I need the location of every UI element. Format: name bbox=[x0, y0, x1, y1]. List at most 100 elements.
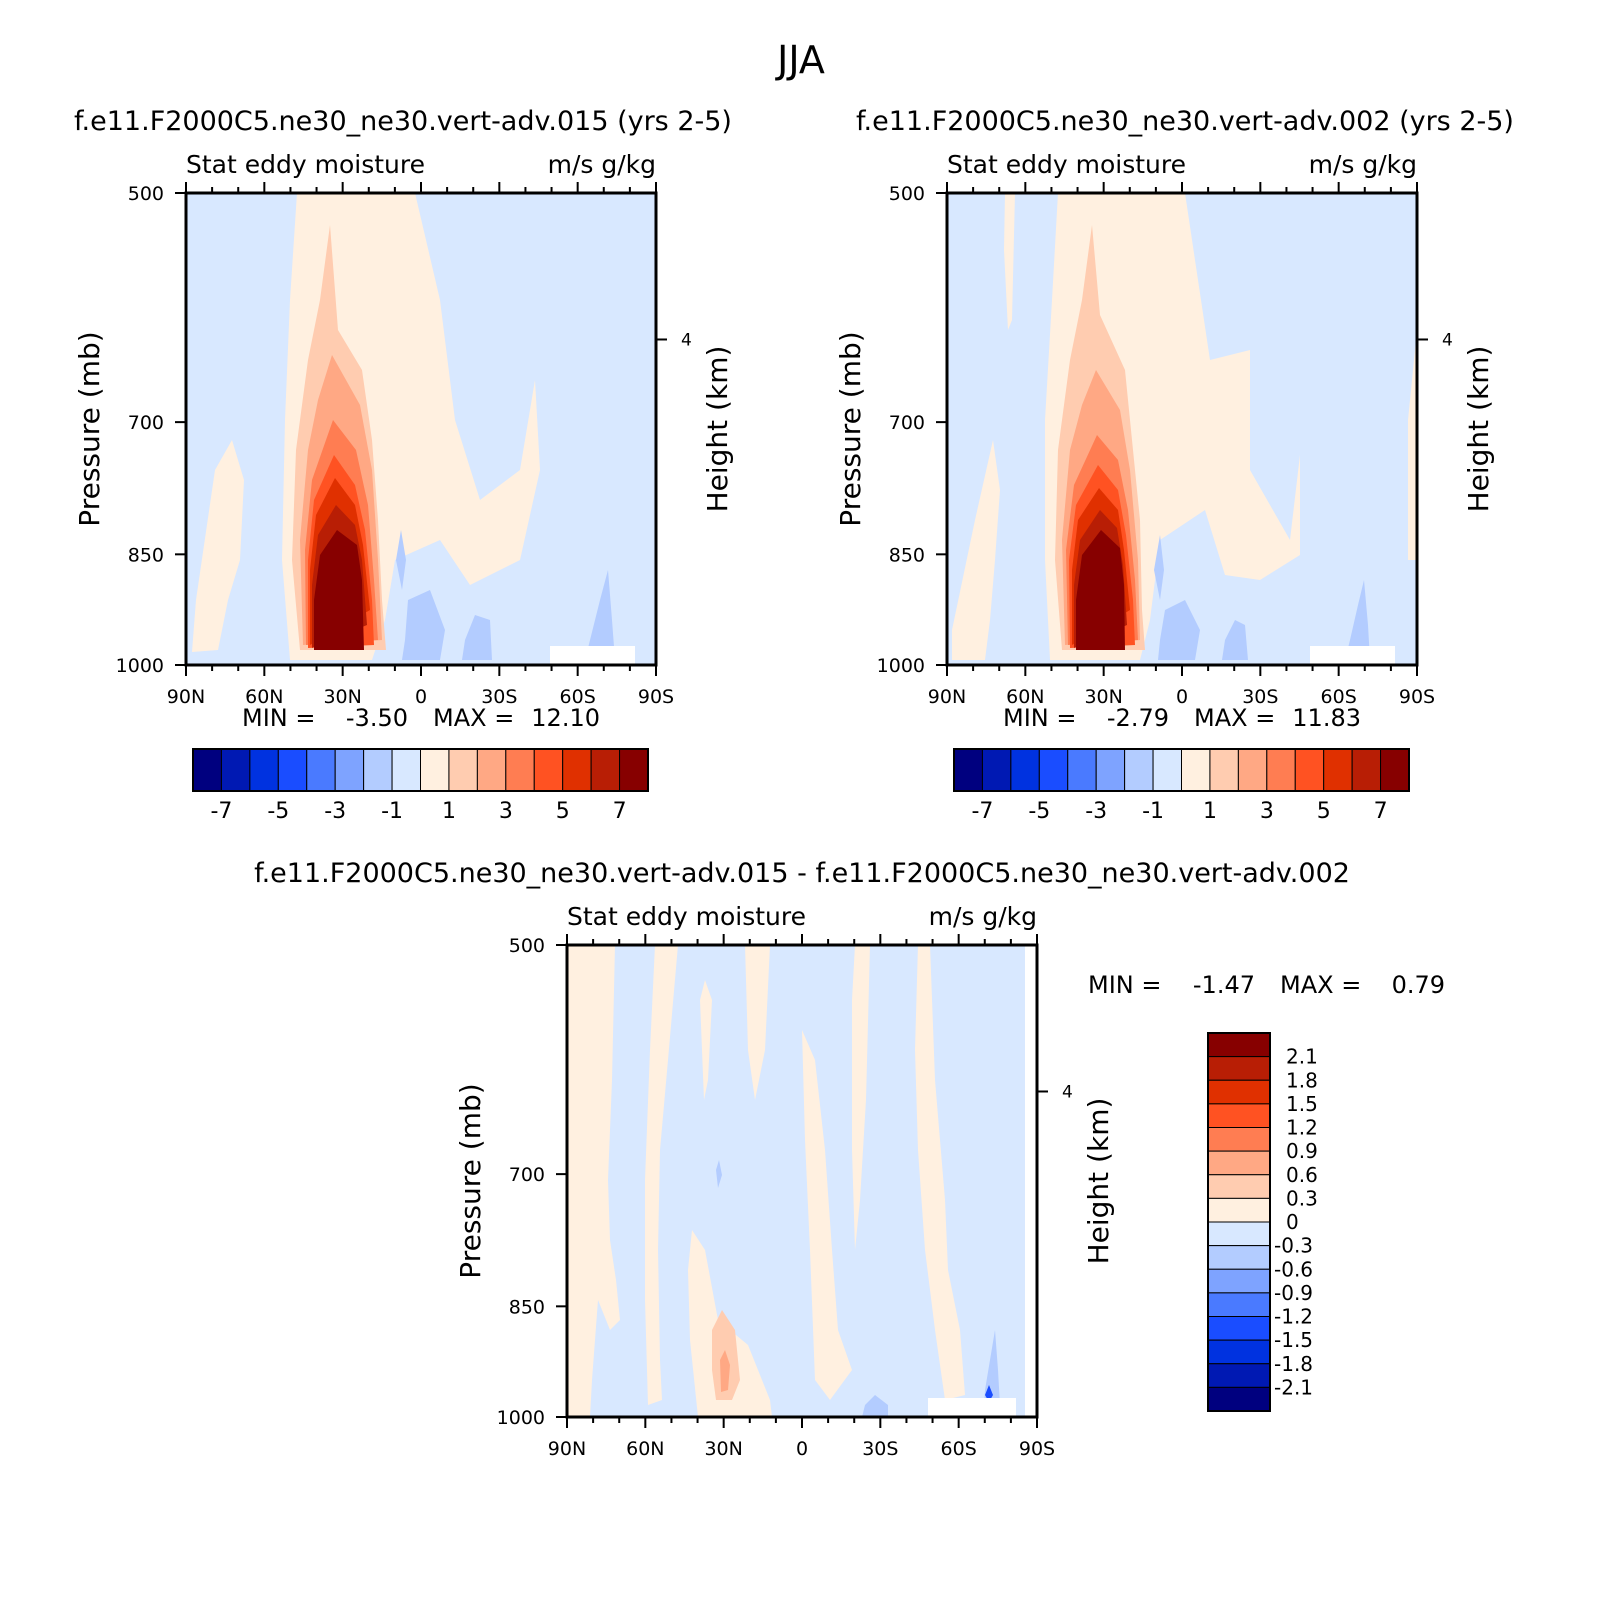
colorbar-box bbox=[1207, 1103, 1271, 1128]
colorbar-label: -0.9 bbox=[1274, 1281, 1313, 1305]
colorbar-box bbox=[1207, 1268, 1271, 1294]
colorbar-frame bbox=[1207, 1032, 1271, 1412]
contour-positive-e bbox=[802, 1030, 852, 1400]
min-label: MIN = bbox=[242, 704, 315, 732]
colorbar-label: 7 bbox=[613, 799, 627, 824]
contour-minus-1c bbox=[1222, 620, 1248, 660]
colorbar-box bbox=[1207, 1221, 1271, 1247]
colorbar-box bbox=[1380, 748, 1410, 792]
colorbar-box bbox=[1266, 748, 1296, 792]
colorbar-label: -5 bbox=[1028, 799, 1050, 824]
contour-minus-0.3-a bbox=[716, 1160, 722, 1188]
y-axis-label: Pressure (mb) bbox=[454, 1083, 487, 1278]
figure-title: JJA bbox=[775, 38, 825, 82]
negative-background bbox=[567, 945, 1037, 1417]
contour-minus-1c bbox=[462, 615, 492, 660]
x-tick-label: 30S bbox=[481, 686, 517, 708]
x-tick-labels: 90N 60N 30N 0 30S 60S 90S bbox=[928, 686, 1435, 708]
panel-subtitle-left: Stat eddy moisture bbox=[186, 150, 425, 179]
colorbar-box bbox=[1351, 748, 1382, 792]
y-tick-labels: 500 700 850 1000 bbox=[116, 183, 164, 677]
contour-positive-sliver-b bbox=[952, 440, 1000, 660]
x-tick-label: 60S bbox=[1321, 686, 1357, 708]
y-tick-label: 850 bbox=[128, 544, 164, 566]
contour-7-max bbox=[1076, 530, 1125, 650]
colorbar-box bbox=[1010, 748, 1040, 792]
y-tick-label: 700 bbox=[128, 412, 164, 434]
colorbar-label: 1 bbox=[442, 799, 456, 824]
contour-0.6 bbox=[720, 1350, 730, 1392]
colorbar-box bbox=[1207, 1292, 1271, 1317]
y-axis-label-right: Height (km) bbox=[1462, 346, 1495, 513]
colorbar-box bbox=[1207, 1316, 1271, 1341]
colorbar-box bbox=[1095, 748, 1126, 792]
colorbar-box bbox=[619, 748, 649, 792]
contour-field bbox=[567, 945, 1037, 1417]
panel-bottom-difference: f.e11.F2000C5.ne30_ne30.vert-adv.015 - f… bbox=[254, 858, 1445, 1460]
y-tick-marks bbox=[175, 192, 186, 666]
y-axis-label: Pressure (mb) bbox=[834, 331, 867, 526]
colorbar-label: -7 bbox=[971, 799, 993, 824]
contour-minus-1d bbox=[1345, 580, 1370, 660]
panel-subtitle-left: Stat eddy moisture bbox=[947, 150, 1186, 179]
y-axis-label: Pressure (mb) bbox=[73, 331, 106, 526]
contour-minus-0.3-b bbox=[862, 1395, 888, 1417]
colorbar-label: -1 bbox=[381, 799, 403, 824]
colorbar-box bbox=[1207, 1127, 1271, 1152]
contour-minus-1 bbox=[1158, 600, 1200, 660]
y-tick-label: 1000 bbox=[497, 1407, 545, 1429]
missing-data-patch bbox=[550, 646, 635, 665]
colorbar-box bbox=[448, 748, 478, 792]
right-tick-label: 4 bbox=[1442, 330, 1453, 350]
y-tick-marks bbox=[556, 944, 567, 1418]
colorbar-box bbox=[249, 748, 279, 792]
panel-top-left: f.e11.F2000C5.ne30_ne30.vert-adv.015 (yr… bbox=[73, 106, 734, 824]
right-tick-label: 4 bbox=[681, 330, 692, 350]
colorbar-box bbox=[1237, 748, 1268, 792]
x-tick-labels: 90N 60N 30N 0 30S 60S 90S bbox=[167, 686, 674, 708]
colorbar-label: -0.6 bbox=[1274, 1257, 1313, 1281]
y-tick-label: 700 bbox=[509, 1164, 545, 1186]
y-tick-labels: 500 700 850 1000 bbox=[497, 935, 545, 1429]
colorbar-label: -3 bbox=[1085, 799, 1107, 824]
colorbar-frame bbox=[192, 748, 649, 792]
colorbar-box bbox=[981, 748, 1012, 792]
missing-data-strip bbox=[1025, 945, 1037, 1417]
colorbar-label: 5 bbox=[556, 799, 570, 824]
colorbar-box bbox=[391, 748, 421, 792]
y-axis-label-right: Height (km) bbox=[701, 346, 734, 513]
colorbar-label: 3 bbox=[499, 799, 513, 824]
colorbar-box bbox=[953, 748, 983, 792]
right-axis: 4 bbox=[1037, 1082, 1073, 1102]
colorbar-label: 3 bbox=[1260, 799, 1274, 824]
colorbar-label: -1 bbox=[1142, 799, 1164, 824]
panel-subtitle-right: m/s g/kg bbox=[1309, 150, 1417, 179]
contour-positive-a bbox=[567, 945, 620, 1417]
colorbar-label: 0.6 bbox=[1286, 1163, 1318, 1187]
x-tick-marks bbox=[185, 182, 657, 676]
y-tick-label: 1000 bbox=[877, 655, 925, 677]
colorbar-box bbox=[1207, 1197, 1271, 1223]
contour-positive-sliver-a bbox=[1004, 193, 1015, 330]
x-tick-label: 0 bbox=[1176, 686, 1188, 708]
colorbar-label: 1.8 bbox=[1286, 1068, 1318, 1092]
right-axis: 4 bbox=[1417, 330, 1453, 350]
colorbar-label: 7 bbox=[1374, 799, 1388, 824]
colorbar-box bbox=[1209, 748, 1239, 792]
colorbar-box bbox=[476, 748, 507, 792]
min-label: MIN = bbox=[1003, 704, 1076, 732]
colorbar-box bbox=[1207, 1056, 1271, 1081]
x-tick-label: 90N bbox=[548, 1438, 586, 1460]
panel-title: f.e11.F2000C5.ne30_ne30.vert-adv.015 - f… bbox=[254, 858, 1350, 889]
colorbar-box bbox=[1038, 748, 1069, 792]
colorbar-box bbox=[420, 748, 450, 792]
contour-positive-d bbox=[745, 945, 770, 1100]
x-tick-label: 90S bbox=[638, 686, 674, 708]
colorbar: -7 -5 -3 -1 1 3 5 7 bbox=[953, 748, 1410, 824]
contour-field bbox=[186, 193, 656, 665]
y-tick-label: 500 bbox=[509, 935, 545, 957]
y-tick-label: 700 bbox=[889, 412, 925, 434]
x-tick-label: 60S bbox=[560, 686, 596, 708]
colorbar-box bbox=[363, 748, 393, 792]
colorbar-label: -2.1 bbox=[1274, 1375, 1313, 1399]
